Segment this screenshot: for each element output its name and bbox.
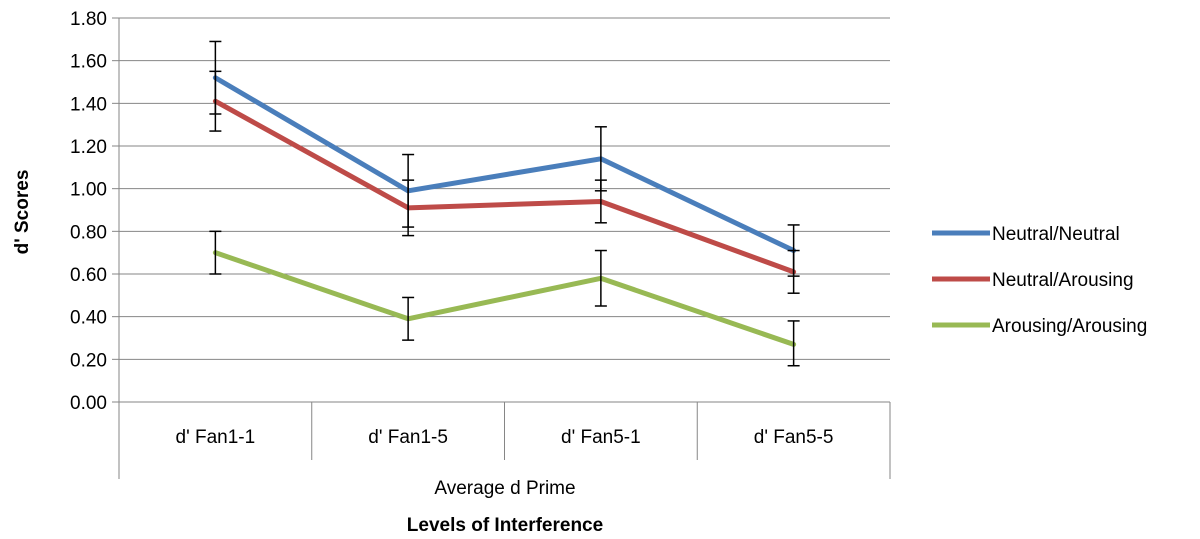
x-tick-label: d' Fan1-5 [368,427,448,448]
y-tick-label: 1.00 [70,180,107,201]
series-group [212,75,797,347]
legend-entry: Neutral/Neutral [992,224,1120,245]
y-tick-label: 0.40 [70,308,107,329]
x-axis-title: Levels of Interference [407,515,603,536]
y-tick-label: 0.60 [70,265,107,286]
y-tick-label: 1.80 [70,9,107,30]
legend-entry: Neutral/Arousing [992,270,1134,291]
x-tick-label: d' Fan5-1 [561,427,641,448]
gridlines [119,17,890,403]
y-tick-label: 1.40 [70,94,107,115]
y-axis: 0.00 0.20 0.40 0.60 0.80 1.00 1.20 1.40 1.60 1.80 [70,9,120,479]
series-line [212,98,797,275]
x-group-label: Average d Prime [434,478,575,499]
x-tick-label: d' Fan1-1 [176,427,256,448]
x-axis: d' Fan1-1 d' Fan1-5 d' Fan5-1 d' Fan5-5 [118,402,891,479]
error-bars [209,40,800,367]
series-line [212,75,797,254]
x-tick-label: d' Fan5-5 [754,427,834,448]
y-tick-label: 0.20 [70,350,107,371]
y-tick-label: 1.60 [70,52,107,73]
legend: Neutral/Neutral Neutral/Arousing Arousing/… [932,224,1147,337]
y-tick-label: 1.20 [70,137,107,158]
series-line [212,250,797,347]
y-tick-label: 0.80 [70,222,107,243]
y-axis-title: d' Scores [12,170,33,255]
legend-entry: Arousing/Arousing [992,316,1147,337]
y-tick-label: 0.00 [70,393,107,414]
